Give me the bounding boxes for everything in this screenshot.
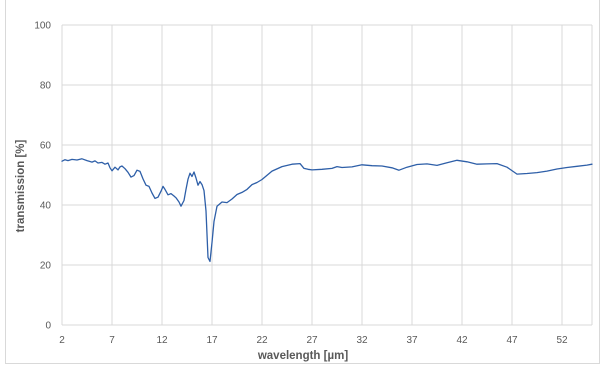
- horizontal-gridlines: [62, 24, 592, 326]
- y-axis-title: transmission [%]: [15, 140, 27, 233]
- y-tick-label: 20: [40, 261, 52, 272]
- x-tick-label: 37: [406, 335, 418, 346]
- x-tick-label: 32: [356, 335, 368, 346]
- chart-frame: [5, 0, 600, 364]
- x-tick-label: 22: [256, 335, 268, 346]
- y-tick-label: 60: [40, 141, 52, 152]
- y-tick-label: 100: [34, 21, 51, 32]
- x-axis-title: wavelength [µm]: [257, 350, 349, 362]
- x-tick-label: 2: [59, 335, 65, 346]
- x-tick-label: 12: [156, 335, 168, 346]
- x-tick-label: 7: [109, 335, 115, 346]
- y-tick-label: 0: [45, 321, 51, 332]
- series-group: [61, 158, 593, 263]
- x-tick-label: 17: [206, 335, 218, 346]
- x-tick-label: 42: [456, 335, 468, 346]
- series-line-0: [61, 158, 593, 263]
- y-tick-label: 40: [40, 201, 52, 212]
- y-tick-label: 80: [40, 81, 52, 92]
- x-tick-label: 47: [506, 335, 518, 346]
- x-tick-label: 52: [556, 335, 568, 346]
- y-tick-labels: 0 20 40 60 80 100: [34, 21, 51, 332]
- vertical-gridlines: [61, 25, 593, 325]
- x-tick-label: 27: [306, 335, 318, 346]
- x-tick-labels: 2 7 12 17 22 27 32 37 42 47 52: [59, 335, 568, 346]
